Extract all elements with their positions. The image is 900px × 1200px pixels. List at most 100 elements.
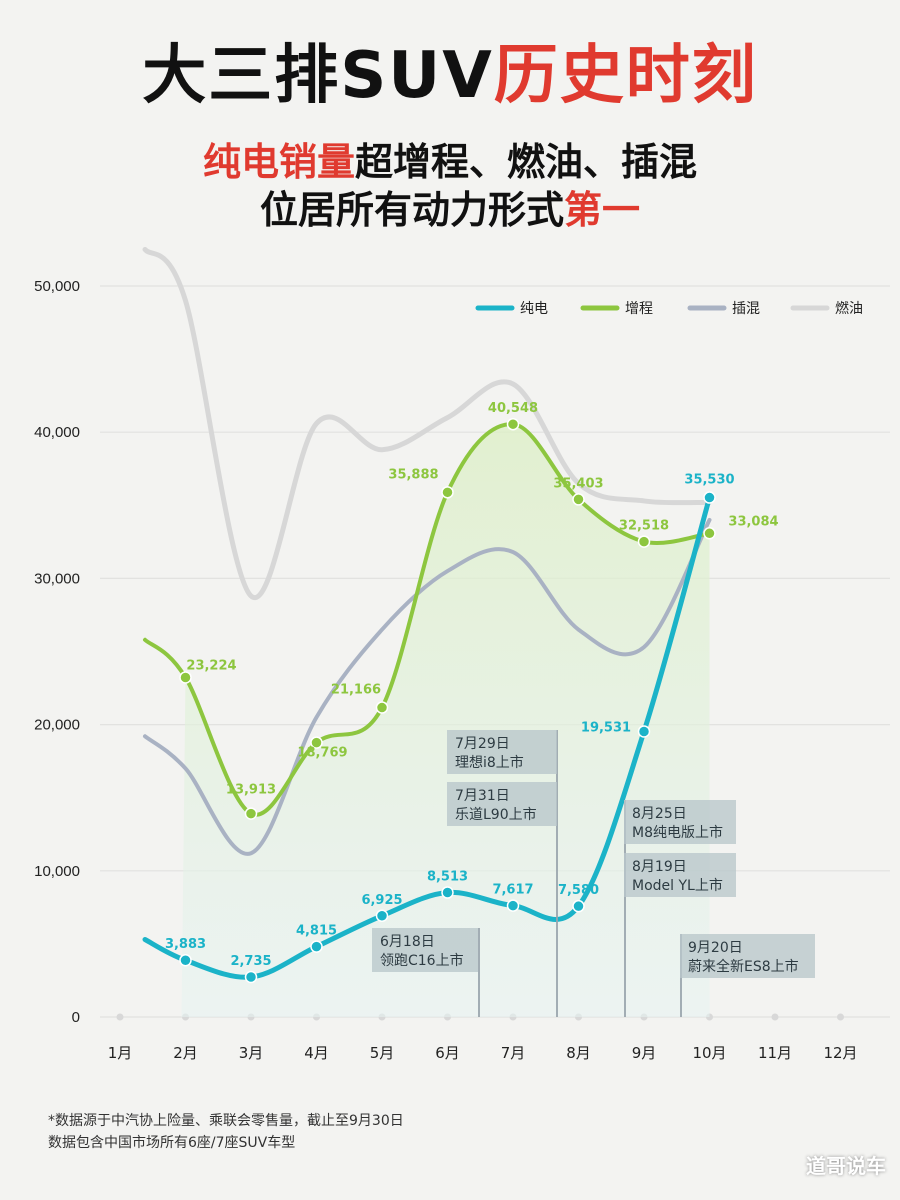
footnote-line2: 数据包含中国市场所有6座/7座SUV车型 — [48, 1135, 296, 1151]
data-label: 19,531 — [581, 720, 631, 735]
data-point — [703, 527, 716, 540]
annotation-date: 7月31日 — [455, 788, 510, 804]
data-label: 3,883 — [165, 937, 206, 952]
data-label: 33,084 — [728, 514, 778, 529]
annotation-date: 6月18日 — [380, 934, 435, 950]
x-tick-label: 3月 — [239, 1044, 264, 1062]
annotation-event: 领跑C16上市 — [380, 952, 464, 969]
footnote-line1: *数据源于中汽协上险量、乘联会零售量，截止至9月30日 — [48, 1113, 404, 1129]
data-label: 35,403 — [553, 476, 603, 491]
annotation-event: M8纯电版上市 — [632, 824, 723, 841]
y-tick-label: 20,000 — [34, 717, 80, 734]
title-part2: 历史时刻 — [493, 39, 758, 113]
footnote: *数据源于中汽协上险量、乘联会零售量，截止至9月30日 数据包含中国市场所有6座… — [48, 1110, 404, 1154]
data-point — [244, 807, 258, 820]
x-tick-label: 5月 — [370, 1044, 395, 1062]
annotation-event: Model YL上市 — [632, 877, 723, 894]
legend-label: 插混 — [732, 301, 760, 317]
data-label: 7,617 — [492, 883, 533, 898]
y-tick-label: 40,000 — [34, 424, 80, 441]
data-point — [375, 701, 389, 714]
x-tick-label: 10月 — [692, 1044, 726, 1062]
series-line-1 — [143, 422, 712, 817]
legend-label: 燃油 — [835, 300, 863, 317]
data-label: 6,925 — [361, 893, 402, 908]
data-point — [703, 491, 716, 504]
legend-label: 纯电 — [520, 301, 548, 317]
x-tick-label: 12月 — [823, 1044, 857, 1062]
data-label: 35,530 — [684, 473, 734, 488]
watermark: 道哥说车 — [806, 1154, 886, 1178]
subtitle-line1-red: 纯电销量 — [202, 140, 355, 184]
y-tick-label: 0 — [72, 1009, 80, 1026]
data-label: 8,513 — [427, 870, 468, 885]
baseline-dot — [837, 1013, 844, 1021]
data-point — [506, 899, 520, 912]
x-axis: 1月 2月 3月 4月 5月 6月 7月 8月 9月 10月 11月 12月 — [108, 1044, 858, 1062]
data-label: 4,815 — [296, 924, 337, 939]
data-point — [572, 899, 585, 913]
data-point — [441, 486, 454, 499]
annotation-box — [624, 853, 736, 897]
data-label: 2,735 — [230, 954, 271, 969]
data-point — [506, 417, 520, 431]
annotation-date: 9月20日 — [688, 940, 743, 956]
subtitle-line2-rest: 位居所有动力形式 — [259, 188, 564, 232]
annotation-event: 蔚来全新ES8上市 — [688, 958, 799, 975]
area-fill — [181, 424, 710, 1017]
x-tick-label: 9月 — [632, 1044, 657, 1062]
data-point — [310, 940, 323, 953]
x-tick-label: 7月 — [501, 1044, 526, 1062]
annotation: 8月19日 Model YL上市 — [624, 853, 736, 897]
annotation-event: 理想i8上市 — [455, 754, 524, 771]
data-label: 7,580 — [558, 883, 599, 898]
page-title: 大三排SUV历史时刻 — [0, 44, 900, 108]
subtitle-line2-red: 第一 — [564, 188, 641, 232]
annotation-date: 8月19日 — [632, 859, 687, 875]
data-point — [375, 909, 389, 923]
data-point — [244, 970, 258, 984]
annotation-event: 乐道L90上市 — [455, 806, 537, 823]
page-subtitle: 纯电销量超增程、燃油、插混 位居所有动力形式第一 — [0, 138, 900, 234]
y-tick-label: 50,000 — [34, 278, 80, 295]
data-point — [179, 953, 192, 967]
data-label: 21,166 — [331, 683, 381, 698]
title-part1: 大三排SUV — [142, 39, 494, 113]
data-point — [441, 886, 454, 899]
baseline-dot — [771, 1013, 779, 1021]
subtitle-line1-rest: 超增程、燃油、插混 — [355, 140, 698, 184]
legend-label: 增程 — [625, 301, 653, 317]
x-tick-label: 4月 — [304, 1044, 329, 1062]
y-tick-label: 10,000 — [34, 863, 80, 880]
y-tick-label: 30,000 — [34, 570, 80, 587]
annotation-date: 8月25日 — [632, 806, 687, 822]
x-tick-label: 11月 — [758, 1044, 792, 1062]
x-tick-label: 8月 — [566, 1044, 591, 1062]
annotation-box — [624, 800, 736, 844]
data-label: 35,888 — [388, 467, 438, 482]
data-label: 23,224 — [186, 658, 236, 673]
annotation-box — [680, 934, 815, 978]
series-line-2 — [143, 517, 712, 856]
annotation-box — [447, 730, 557, 774]
data-point — [572, 493, 585, 506]
annotation-box — [372, 928, 478, 972]
baseline-dot — [116, 1013, 124, 1021]
x-tick-label: 1月 — [108, 1044, 133, 1062]
data-point — [637, 725, 651, 738]
legend: 纯电 增程 插混 燃油 — [475, 300, 863, 317]
data-point — [310, 736, 323, 749]
data-label: 13,913 — [226, 783, 276, 798]
series-line-3 — [142, 246, 712, 601]
annotation-date: 7月29日 — [455, 736, 510, 752]
data-label: 18,769 — [297, 746, 347, 761]
data-point — [637, 535, 651, 548]
annotation: 8月25日 M8纯电版上市 — [624, 800, 736, 1017]
x-tick-label: 2月 — [173, 1044, 198, 1062]
data-label: 40,548 — [488, 401, 538, 416]
